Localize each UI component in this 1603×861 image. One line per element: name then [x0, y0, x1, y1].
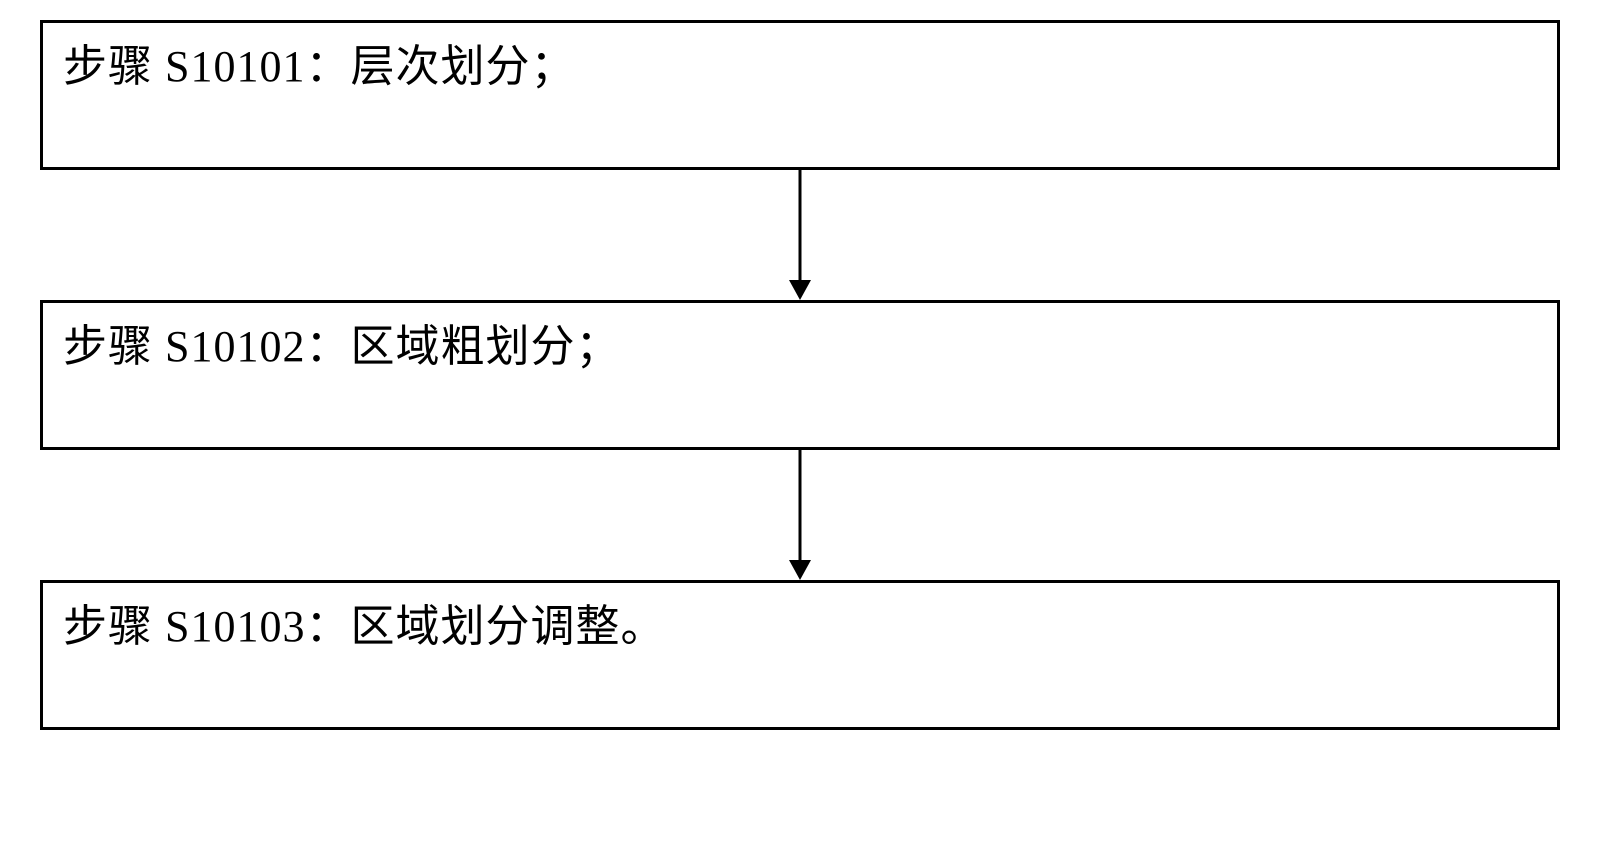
arrow-down-icon: [785, 450, 815, 580]
arrow-down-icon: [785, 170, 815, 300]
step-text-2: 步骤 S10102：区域粗划分；: [63, 321, 1537, 374]
arrow-1: [40, 170, 1560, 300]
step-box-1: 步骤 S10101：层次划分；: [40, 20, 1560, 170]
arrow-2: [40, 450, 1560, 580]
step-box-3: 步骤 S10103：区域划分调整。: [40, 580, 1560, 730]
step-text-1: 步骤 S10101：层次划分；: [63, 41, 1537, 94]
step-text-3: 步骤 S10103：区域划分调整。: [63, 601, 1537, 654]
flowchart-container: 步骤 S10101：层次划分； 步骤 S10102：区域粗划分； 步骤 S101…: [40, 20, 1560, 730]
step-box-2: 步骤 S10102：区域粗划分；: [40, 300, 1560, 450]
